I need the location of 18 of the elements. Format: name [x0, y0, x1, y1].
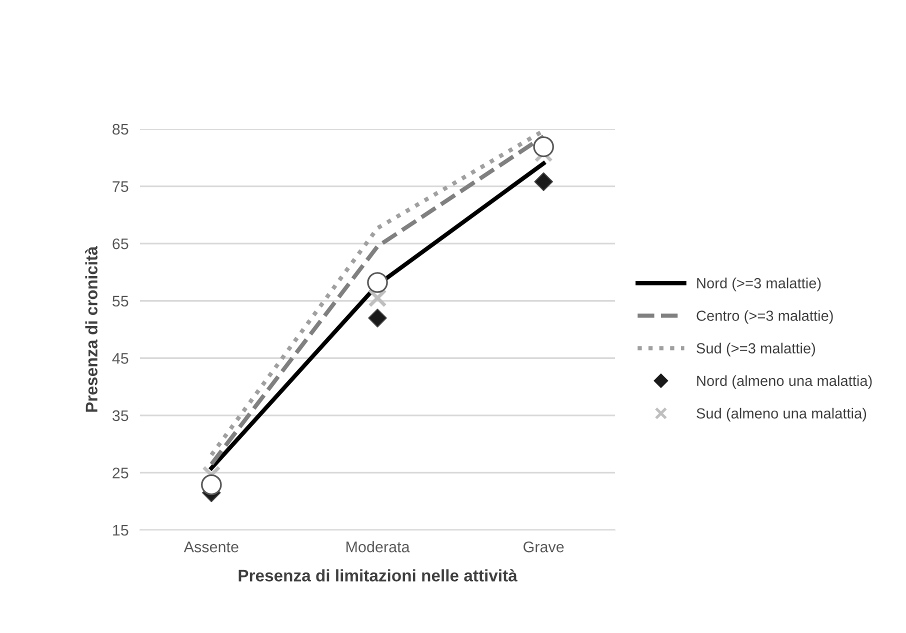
y-tick-label: 85: [112, 124, 128, 135]
x-tick-label: Moderata: [346, 541, 410, 552]
legend-label: Sud (almeno una malattia): [696, 408, 866, 422]
y-tick-label: 75: [112, 181, 128, 192]
legend-label: Nord (almeno una malattia): [697, 375, 872, 389]
x-tick-label: Grave: [524, 542, 564, 552]
legend-label: Centro (>=3 malattie): [696, 310, 833, 324]
y-axis-title: Presenza di cronicità: [85, 246, 98, 412]
y-tick-label: 65: [112, 238, 128, 250]
y-tick-label: 35: [112, 410, 128, 422]
x-tick-label: Assente: [184, 542, 238, 552]
x-axis-title: Presenza di limitazioni nelle attività: [238, 569, 518, 582]
y-tick-label: 55: [112, 296, 128, 307]
legend-label: Nord (>=3 malattie): [697, 278, 821, 292]
y-tick-label: 25: [112, 468, 128, 478]
y-tick-label: 45: [112, 353, 128, 364]
y-tick-label: 15: [113, 525, 128, 536]
legend-label: Sud (>=3 malattie): [696, 342, 816, 356]
